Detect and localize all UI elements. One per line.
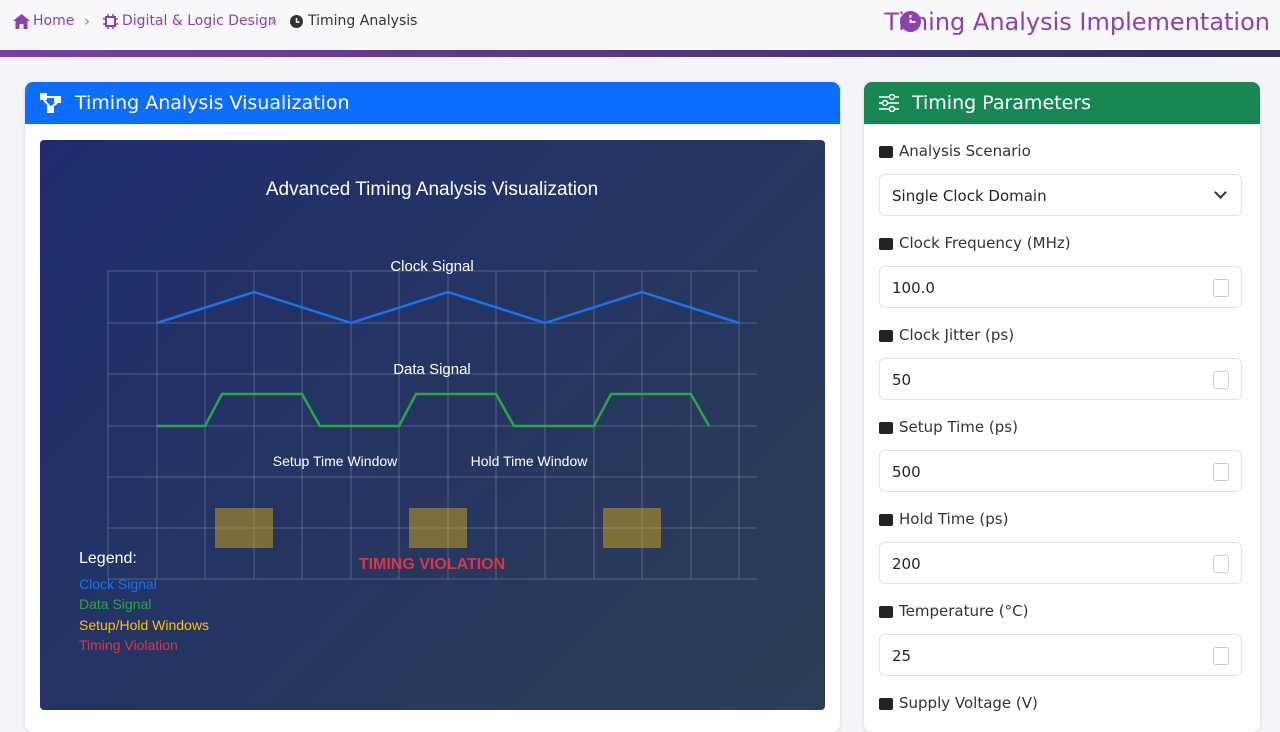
field-icon [879,698,893,710]
breadcrumb-link[interactable]: Digital & Logic Design [122,13,277,29]
breadcrumb-current: Timing Analysis [308,13,418,29]
field-icon [879,514,893,526]
spinner[interactable] [1213,647,1229,665]
diagram-icon [40,93,61,113]
parameters-card: Timing Parameters Analysis Scenario Singl… [864,82,1260,732]
legend-item: Clock Signal [79,576,157,592]
number-input[interactable]: 500 [879,450,1242,492]
field-label: Analysis Scenario [879,142,1031,160]
data-wave [157,392,711,428]
field-icon [879,422,893,434]
legend-item: Setup/Hold Windows [79,617,209,633]
signal-label: Clock Signal [390,258,473,275]
visualization-card: Timing Analysis Visualization Advanced T… [25,82,840,732]
number-input[interactable]: 25 [879,634,1242,676]
field-icon [879,238,893,250]
top-bar: Home › Digital & Logic Design › Timing A… [0,0,1280,50]
clock-icon [290,15,303,28]
sliders-icon [879,94,899,112]
clock-icon [900,11,921,32]
header-stripe [0,50,1280,57]
window-label: Setup Time Window [273,453,398,469]
field-label: Hold Time (ps) [879,510,1008,528]
field-icon [879,330,893,342]
card-header: Timing Analysis Visualization [25,82,840,124]
field-label: Temperature (°C) [879,602,1028,620]
signal-label: Data Signal [393,361,471,378]
page-title: Timing Analysis Implementation [884,8,1270,36]
number-input[interactable]: 50 [879,358,1242,400]
field-label: Clock Jitter (ps) [879,326,1014,344]
field-icon [879,146,893,158]
violation-label: TIMING VIOLATION [359,556,505,573]
dropdown-arrow [1214,186,1227,199]
visualization-canvas: Advanced Timing Analysis Visualization C… [40,140,825,710]
card-title: Timing Analysis Visualization [75,92,350,114]
spinner[interactable] [1213,463,1229,481]
legend-title: Legend: [79,550,137,567]
separator: › [270,12,276,30]
field-icon [879,606,893,618]
card-title: Timing Parameters [912,92,1091,114]
spinner[interactable] [1213,279,1229,297]
timing-windows [215,508,661,548]
separator: › [84,12,90,30]
field-label: Supply Voltage (V) [879,694,1038,712]
clock-wave [156,290,740,325]
legend-item: Timing Violation [79,637,178,653]
field-label: Setup Time (ps) [879,418,1018,436]
spinner[interactable] [1213,555,1229,573]
select[interactable]: Single Clock Domain [879,174,1242,216]
card-header: Timing Parameters [864,82,1260,124]
waveform-diagram: Advanced Timing Analysis Visualization C… [79,179,757,653]
chip-icon [103,14,118,29]
number-input[interactable]: 100.0 [879,266,1242,308]
field-label: Clock Frequency (MHz) [879,234,1071,252]
number-input[interactable]: 200 [879,542,1242,584]
home-icon [13,14,30,29]
spinner[interactable] [1213,371,1229,389]
breadcrumb-link[interactable]: Home [33,13,75,29]
legend-item: Data Signal [79,596,151,612]
window-label: Hold Time Window [471,453,589,469]
canvas-title: Advanced Timing Analysis Visualization [266,179,598,200]
